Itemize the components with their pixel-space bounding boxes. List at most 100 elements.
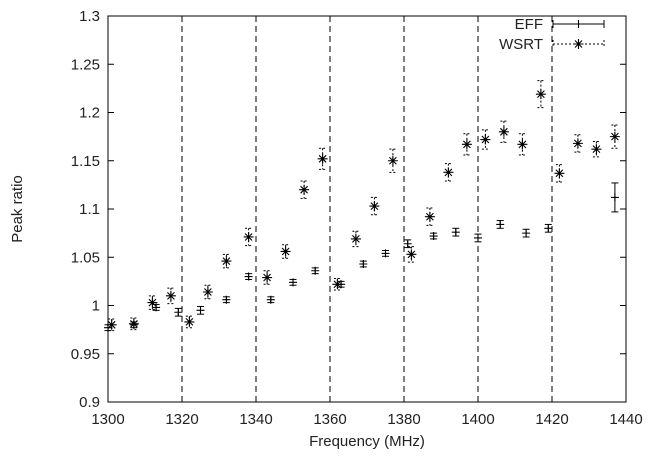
series-wsrt	[106, 80, 620, 332]
data-point	[544, 223, 553, 233]
y-tick-label: 0.95	[71, 346, 100, 363]
plus-marker	[222, 295, 231, 304]
star-marker	[280, 246, 291, 257]
data-point	[280, 244, 291, 259]
y-tick-label: 1	[92, 298, 100, 315]
series-eff	[104, 182, 619, 332]
data-point	[451, 227, 460, 237]
data-point	[461, 133, 472, 156]
data-point	[387, 148, 398, 173]
data-point	[609, 124, 620, 149]
plus-marker	[496, 220, 505, 229]
plus-marker	[152, 303, 161, 312]
data-point	[429, 232, 438, 241]
star-marker	[554, 168, 565, 179]
y-tick-label: 1.15	[71, 153, 100, 170]
plus-marker	[381, 249, 390, 258]
star-marker	[535, 89, 546, 100]
y-tick-label: 1.05	[71, 249, 100, 266]
data-point	[222, 295, 231, 304]
x-tick-label: 1340	[239, 411, 272, 428]
plus-marker	[266, 295, 275, 304]
x-axis-title: Frequency (MHz)	[309, 433, 425, 450]
data-point	[572, 134, 583, 153]
plus-marker	[451, 228, 460, 237]
y-axis-title: Peak ratio	[9, 175, 26, 243]
star-marker	[406, 249, 417, 260]
data-point	[359, 260, 368, 269]
data-point	[128, 317, 139, 331]
data-point	[317, 147, 328, 170]
y-tick-label: 1.2	[79, 105, 100, 122]
y-tick-label: 0.9	[79, 394, 100, 411]
data-point	[535, 80, 546, 109]
data-point	[522, 228, 531, 238]
data-point	[202, 284, 213, 300]
x-tick-label: 1400	[461, 411, 494, 428]
plus-marker	[544, 224, 553, 233]
star-marker	[147, 297, 158, 308]
data-point	[244, 272, 253, 281]
star-marker	[299, 184, 310, 195]
plus-marker	[311, 266, 320, 275]
legend-label: WSRT	[499, 36, 543, 53]
plus-marker	[196, 306, 205, 315]
star-marker	[591, 144, 602, 155]
data-point	[106, 318, 117, 332]
star-marker	[498, 126, 509, 137]
star-marker	[317, 153, 328, 164]
data-point	[554, 164, 565, 183]
data-point	[610, 182, 619, 213]
star-marker	[262, 272, 273, 283]
grid-lines	[181, 16, 553, 402]
star-marker	[572, 138, 583, 149]
star-marker	[350, 233, 361, 244]
x-tick-label: 1300	[91, 411, 124, 428]
plus-marker	[244, 272, 253, 281]
data-point	[184, 315, 195, 329]
star-marker	[221, 256, 232, 267]
x-tick-label: 1360	[313, 411, 346, 428]
data-point	[196, 305, 205, 315]
data-point	[243, 227, 254, 247]
plus-marker	[574, 20, 583, 28]
data-point	[104, 323, 112, 332]
star-marker	[573, 39, 584, 49]
plus-marker	[403, 239, 412, 248]
data-series	[104, 80, 620, 332]
plus-marker	[522, 229, 531, 238]
star-marker	[424, 211, 435, 222]
y-tick-label: 1.25	[71, 56, 100, 73]
star-marker	[128, 318, 139, 329]
star-marker	[609, 131, 620, 142]
data-point	[403, 239, 412, 249]
data-point	[147, 295, 158, 310]
legend-entry-eff: EFF	[515, 16, 605, 33]
star-marker	[517, 139, 528, 150]
star-marker	[480, 134, 491, 145]
star-marker	[106, 319, 117, 330]
x-tick-label: 1320	[165, 411, 198, 428]
plus-marker	[429, 232, 438, 241]
data-point	[165, 287, 176, 305]
plus-marker	[174, 308, 183, 317]
legend-label: EFF	[515, 16, 543, 33]
star-marker	[443, 167, 454, 178]
data-point	[369, 196, 380, 216]
star-marker	[243, 231, 254, 242]
star-marker	[202, 286, 213, 297]
legend-entry-wsrt: WSRT	[499, 36, 605, 53]
star-marker	[332, 279, 343, 290]
plus-marker	[610, 193, 619, 202]
axis-ticks: 1300 1320 1340 1360 1380 1400 1420 1440 0.9 0.95 1…	[71, 8, 643, 428]
data-point	[350, 230, 361, 248]
data-point	[496, 220, 505, 229]
data-point	[381, 249, 390, 258]
star-marker	[461, 139, 472, 150]
y-tick-label: 1.1	[79, 201, 100, 218]
y-tick-label: 1.3	[79, 8, 100, 25]
data-point	[262, 270, 273, 285]
plot-frame	[107, 15, 627, 403]
data-point	[424, 207, 435, 226]
